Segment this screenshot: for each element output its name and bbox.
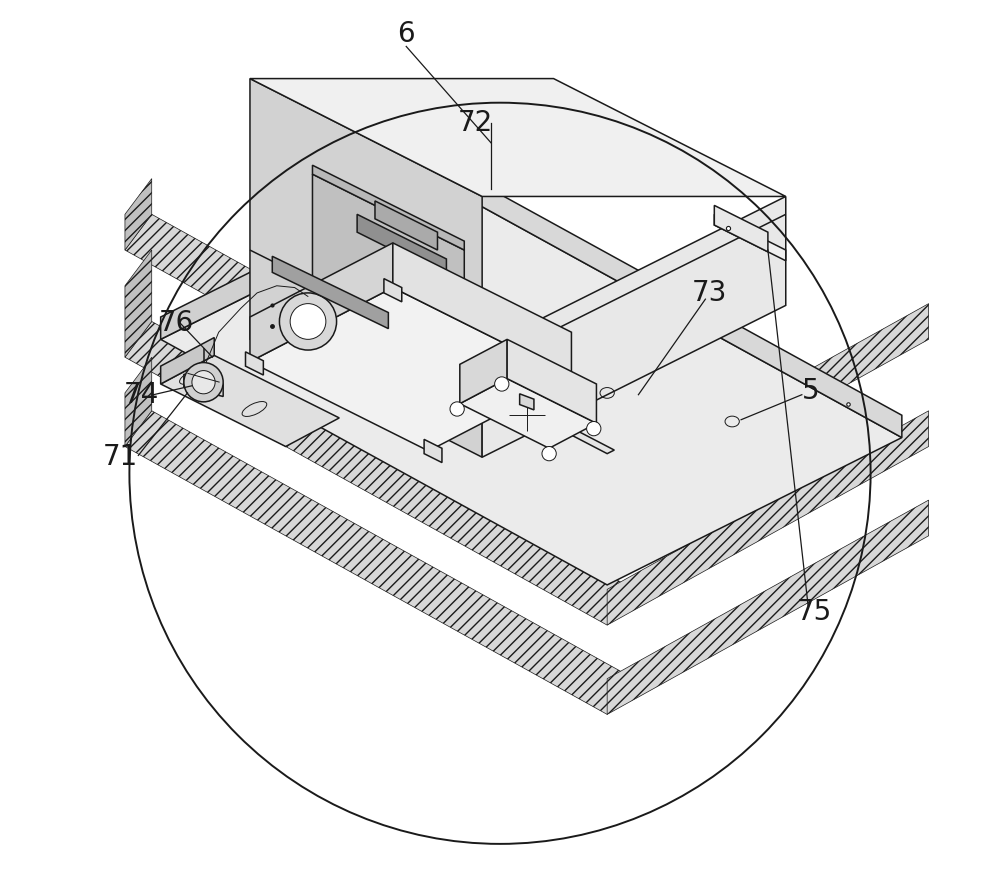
Polygon shape <box>393 243 571 377</box>
Polygon shape <box>125 250 152 357</box>
Polygon shape <box>161 338 214 384</box>
Polygon shape <box>520 394 534 410</box>
Circle shape <box>192 371 215 394</box>
Text: 73: 73 <box>692 279 728 307</box>
Text: 75: 75 <box>797 597 832 626</box>
Polygon shape <box>272 256 388 329</box>
Polygon shape <box>125 321 634 625</box>
Polygon shape <box>245 352 263 375</box>
Polygon shape <box>473 377 527 411</box>
Text: 74: 74 <box>123 380 159 409</box>
Polygon shape <box>312 174 464 388</box>
Polygon shape <box>607 500 929 714</box>
Circle shape <box>279 293 337 350</box>
Polygon shape <box>714 214 786 261</box>
Polygon shape <box>384 279 402 302</box>
Polygon shape <box>250 288 571 451</box>
Polygon shape <box>527 336 534 411</box>
Circle shape <box>495 377 509 391</box>
Polygon shape <box>473 380 614 454</box>
Polygon shape <box>250 243 393 362</box>
Polygon shape <box>161 170 455 339</box>
Polygon shape <box>424 439 442 463</box>
Circle shape <box>450 402 464 416</box>
Text: 72: 72 <box>457 109 493 138</box>
Text: 76: 76 <box>159 309 194 338</box>
Polygon shape <box>482 196 786 457</box>
Polygon shape <box>161 355 339 446</box>
Polygon shape <box>125 357 152 446</box>
Circle shape <box>184 363 223 402</box>
Polygon shape <box>125 411 634 714</box>
Polygon shape <box>473 309 480 384</box>
Polygon shape <box>250 79 482 457</box>
Polygon shape <box>607 411 929 625</box>
Polygon shape <box>473 373 480 384</box>
Polygon shape <box>125 179 152 250</box>
Polygon shape <box>184 374 223 396</box>
Polygon shape <box>375 201 437 250</box>
Circle shape <box>587 421 601 436</box>
Circle shape <box>290 304 326 339</box>
Polygon shape <box>312 165 464 250</box>
Polygon shape <box>507 339 596 423</box>
Text: 6: 6 <box>397 20 415 48</box>
Polygon shape <box>357 214 446 277</box>
Polygon shape <box>250 79 786 196</box>
Polygon shape <box>455 170 902 438</box>
Polygon shape <box>714 205 768 252</box>
Polygon shape <box>607 304 929 518</box>
Polygon shape <box>460 339 507 404</box>
Circle shape <box>542 446 556 461</box>
Text: 5: 5 <box>802 377 820 405</box>
Polygon shape <box>460 379 596 448</box>
Text: 71: 71 <box>103 443 138 472</box>
Polygon shape <box>161 192 902 585</box>
Polygon shape <box>125 214 634 518</box>
